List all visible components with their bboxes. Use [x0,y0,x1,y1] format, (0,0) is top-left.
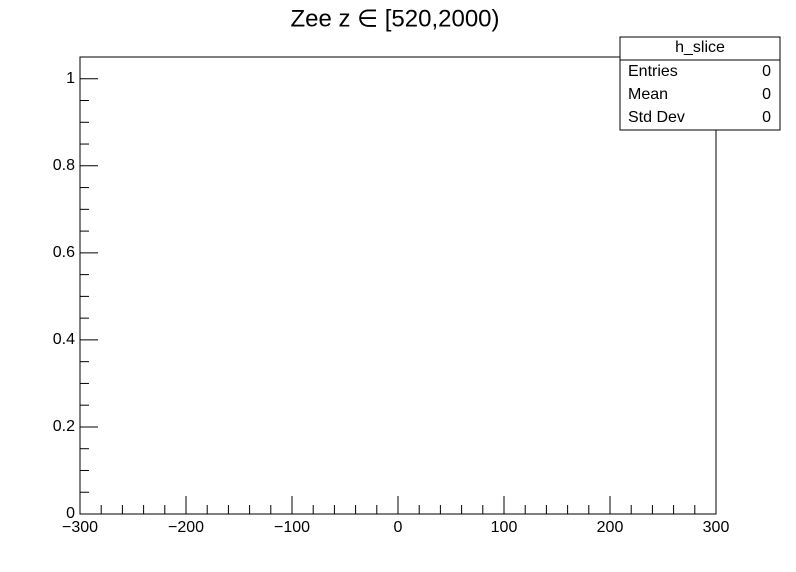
stats-value: 0 [762,86,771,103]
stats-name: h_slice [675,39,725,56]
x-tick-label: 300 [703,519,730,536]
stats-value: 0 [762,109,771,126]
y-tick-label: 0.4 [53,331,75,348]
x-tick-label: −200 [168,519,204,536]
stats-value: 0 [762,63,771,80]
x-tick-label: 0 [394,519,403,536]
stats-label: Mean [628,86,668,103]
stats-frame [619,36,781,131]
y-tick-label: 0.2 [53,418,75,435]
stats-label: Entries [628,63,678,80]
x-tick-label: 100 [491,519,518,536]
x-tick-label: −100 [274,519,310,536]
x-tick-label: 200 [597,519,624,536]
chart-title: Zee z ∈ [520,2000) [290,5,499,32]
y-tick-label: 0.8 [53,157,75,174]
y-tick-label: 1 [66,70,75,87]
stats-label: Std Dev [628,109,685,126]
x-tick-label: −300 [62,519,98,536]
stats-box: h_slice Entries 0 Mean 0 Std Dev 0 [619,36,781,131]
y-tick-label: 0.6 [53,244,75,261]
y-tick-label: 0 [66,505,75,522]
